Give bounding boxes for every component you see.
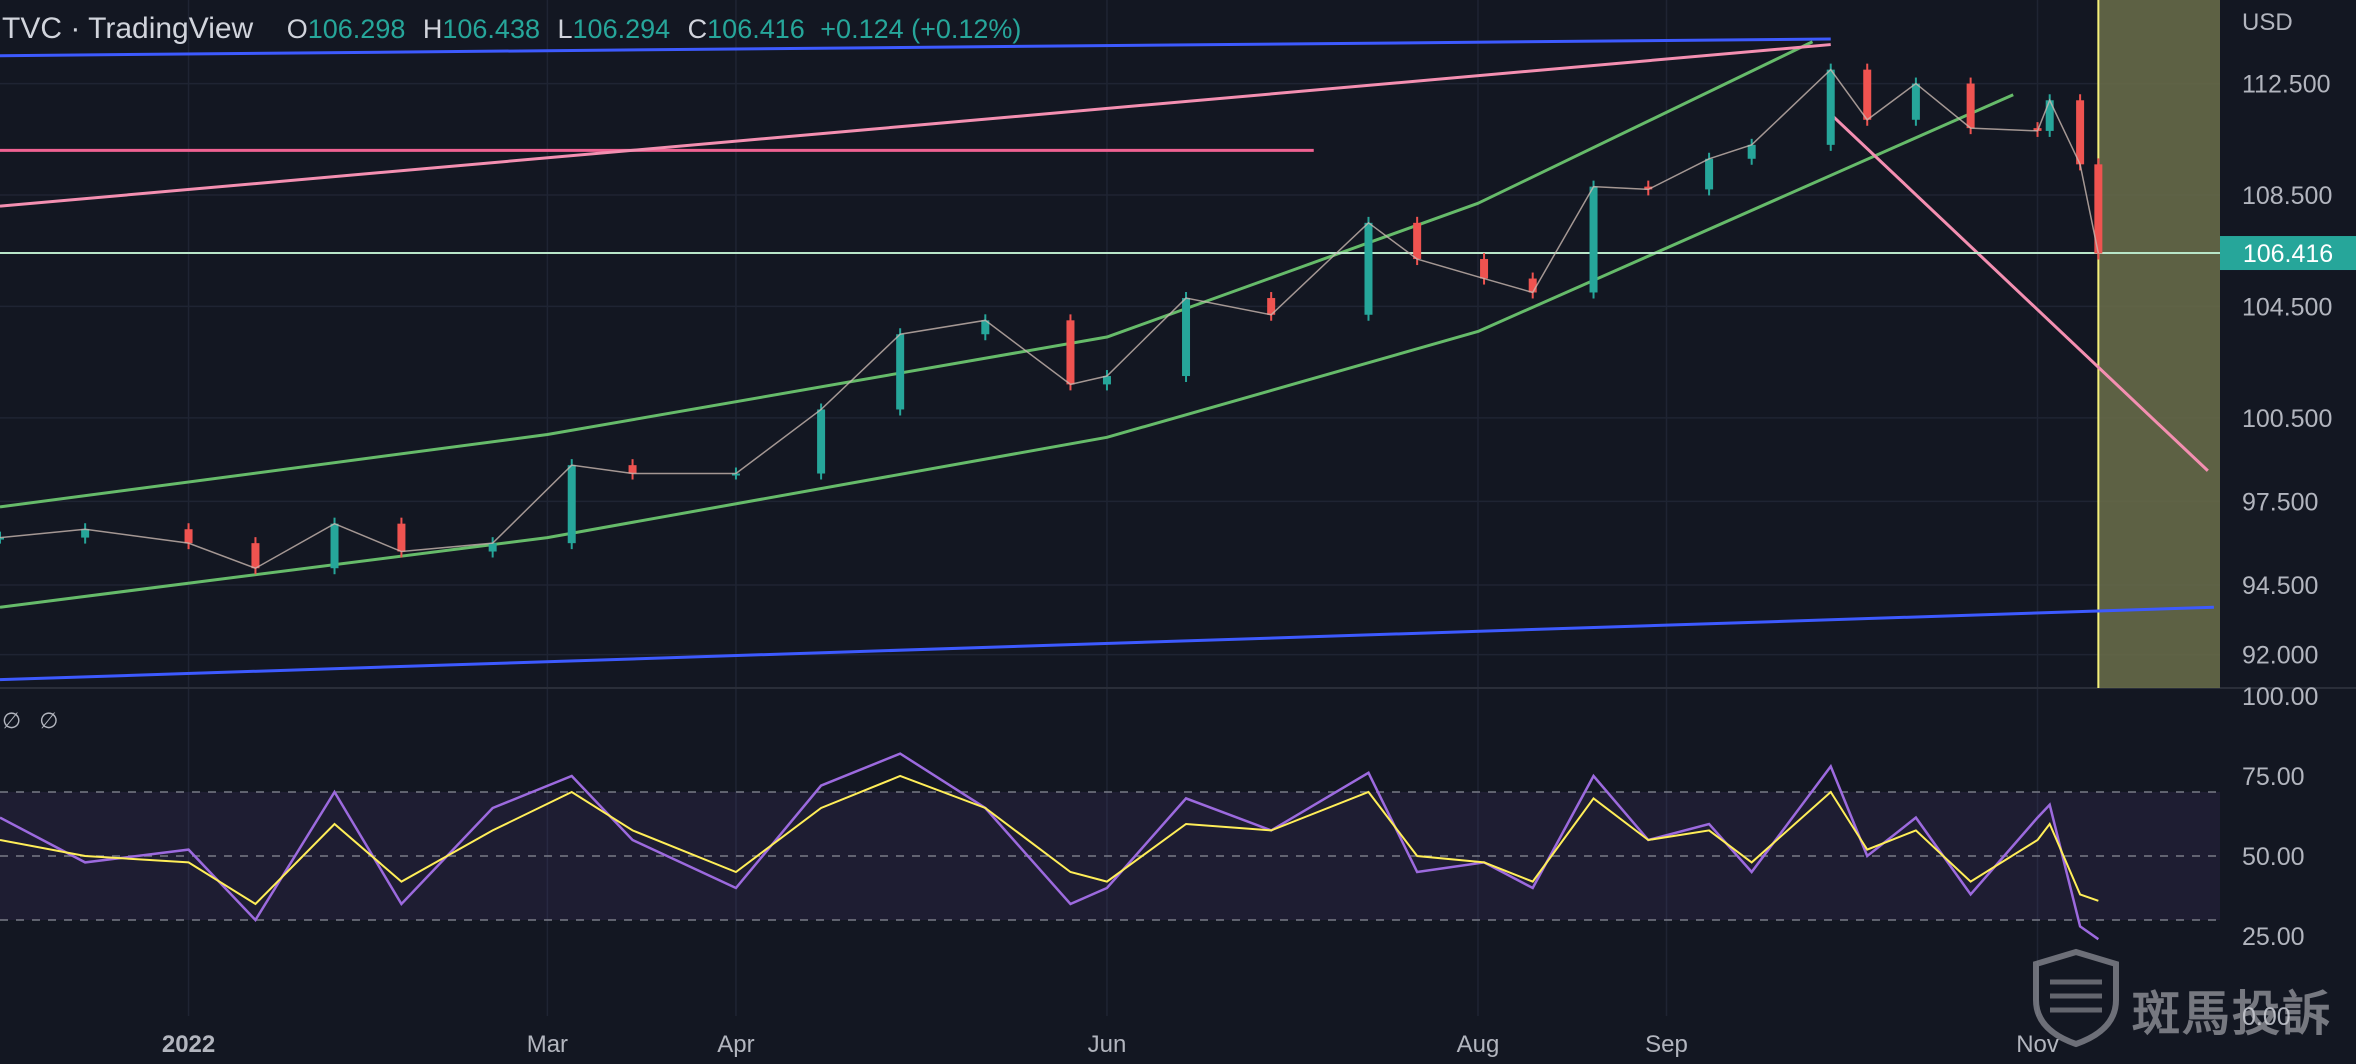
rsi-tick-label: 0.00	[2242, 1003, 2291, 1031]
y-tick-label: 100.500	[2242, 405, 2332, 433]
price-line	[0, 68, 2100, 570]
close-label: C	[687, 14, 708, 44]
y-tick-label: 112.500	[2242, 71, 2331, 99]
forecast-zone-rect	[2098, 0, 2220, 688]
candle-body	[184, 529, 193, 544]
indicator-title[interactable]: ∅ ∅	[2, 708, 65, 733]
candle-body	[397, 523, 406, 552]
high-label: H	[422, 14, 443, 44]
y-tick-label: 94.500	[2242, 572, 2318, 600]
candles	[0, 63, 2103, 575]
candle-body	[2045, 100, 2054, 131]
x-tick-label: 2022	[162, 1031, 215, 1058]
candle-body	[1911, 83, 1920, 120]
rsi-ma-line	[0, 774, 2099, 906]
watermark: 斑馬投訴	[2028, 948, 2348, 1048]
candle-body	[1826, 69, 1835, 145]
candle-body	[488, 543, 497, 552]
candle-body	[1413, 222, 1422, 260]
rsi-tick-label: 100.00	[2242, 683, 2318, 711]
candle-body	[1705, 158, 1714, 190]
candle-body	[1364, 222, 1373, 315]
candle-body	[1182, 298, 1191, 377]
forecast-zone	[2097, 0, 2220, 688]
candle-body	[0, 537, 4, 540]
low-label: L	[557, 14, 573, 44]
candle-body	[1267, 298, 1276, 315]
candle-body	[896, 334, 905, 410]
y-tick-label: 104.500	[2242, 293, 2332, 321]
chart-grid	[0, 0, 2356, 1016]
candle-body	[567, 465, 576, 544]
candle-body	[251, 543, 260, 569]
change-value: +0.124 (+0.12%)	[820, 14, 1022, 44]
candle-body	[628, 465, 637, 474]
candle-body	[1966, 83, 1975, 129]
candle-body	[817, 409, 826, 474]
last-price-badge	[2220, 236, 2356, 271]
trendline	[0, 43, 1831, 208]
open-label: O	[286, 14, 308, 44]
candle-body	[731, 473, 740, 476]
candle-body	[1644, 186, 1653, 190]
shield-logo-icon	[2033, 948, 2119, 1048]
trendlines	[0, 37, 2220, 682]
watermark-text: 斑馬投訴	[2132, 986, 2333, 1042]
x-tick-label: Jun	[1088, 1031, 1127, 1058]
candle-body	[1863, 69, 1872, 120]
rsi-panel	[0, 752, 2220, 941]
candle-body	[2076, 100, 2085, 165]
candle-body	[1528, 278, 1537, 293]
high-value: 106.438	[442, 14, 540, 44]
symbol-header: TVC · TradingView O106.298 H106.438 L106…	[2, 12, 1021, 46]
candle-body	[981, 320, 990, 335]
x-tick-label: Mar	[527, 1031, 568, 1058]
close-value: 106.416	[707, 14, 805, 44]
rsi-tick-label: 25.00	[2242, 923, 2305, 951]
candle-body	[1589, 186, 1598, 293]
trendline	[1829, 113, 2209, 472]
x-tick-label: Sep	[1645, 1031, 1688, 1058]
candle-body	[330, 523, 339, 569]
trendline	[0, 40, 1814, 509]
y-tick-label: 108.500	[2242, 182, 2332, 210]
trendline	[0, 37, 1831, 58]
rsi-tick-label: 75.00	[2242, 763, 2305, 791]
x-tick-label: Nov	[2016, 1031, 2059, 1058]
open-value: 106.298	[307, 14, 406, 44]
x-tick-label: Aug	[1457, 1031, 1500, 1058]
currency-label: USD	[2242, 9, 2293, 36]
low-value: 106.294	[572, 14, 671, 44]
candle-body	[1102, 376, 1111, 385]
candle-body	[1480, 259, 1489, 279]
last-price-label: 106.416	[2243, 240, 2333, 268]
rsi-tick-label: 50.00	[2242, 843, 2305, 871]
y-tick-label: 92.000	[2242, 642, 2318, 670]
candle-body	[1066, 320, 1075, 385]
candle-body	[1747, 144, 1756, 159]
symbol-title[interactable]: TVC · TradingView	[2, 12, 254, 45]
candle-body	[2094, 164, 2103, 254]
x-tick-label: Apr	[717, 1031, 754, 1058]
y-tick-label: 97.500	[2242, 488, 2318, 516]
price-axis: 2022 Mar Apr Jun Aug Sep Nov 106.416 USD 112.500 1…	[162, 9, 2356, 1058]
candle-body	[81, 529, 90, 538]
trendline	[0, 605, 2214, 682]
